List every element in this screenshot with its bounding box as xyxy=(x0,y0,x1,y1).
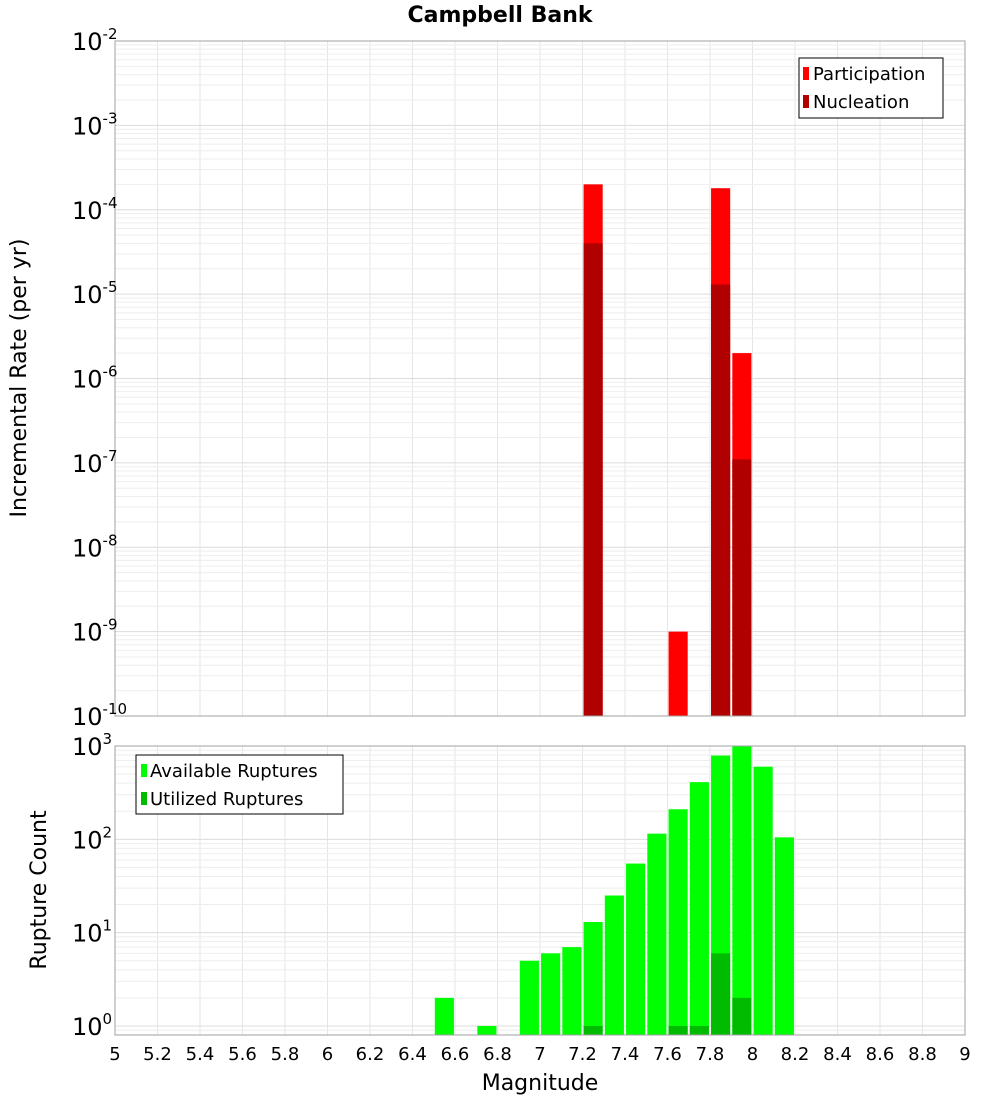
count-legend: Available Ruptures Utilized Ruptures xyxy=(135,754,344,815)
x-tick-label: 6.2 xyxy=(356,1044,385,1065)
nucleation-bar xyxy=(732,459,752,716)
y-tick-label: 10-6 xyxy=(72,363,118,394)
rate-y-ticks: 10-2 10-3 10-4 10-5 10-6 10-7 10-8 10-9 10-10 xyxy=(72,25,127,731)
rupture-count-plot: 103 102 101 100 5 5.2 5.4 5.6 5.8 6 6.2 6.4 6.6 6.8 7… xyxy=(27,730,971,1096)
count-plot-border xyxy=(114,745,966,1036)
count-legend-box xyxy=(135,754,344,815)
legend-swatch-participation xyxy=(803,67,809,80)
available-ruptures-bar xyxy=(604,895,624,1035)
legend-swatch-utilized xyxy=(141,792,147,805)
x-tick-label: 7 xyxy=(534,1044,545,1065)
utilized-ruptures-bar xyxy=(711,953,731,1035)
available-ruptures-bar xyxy=(519,960,539,1035)
available-ruptures-bar xyxy=(434,997,454,1035)
y-tick-label: 10-10 xyxy=(72,700,127,731)
x-tick-label: 6 xyxy=(322,1044,333,1065)
available-ruptures-bar xyxy=(647,833,667,1035)
legend-label-participation: Participation xyxy=(813,64,925,85)
rate-y-axis-label: Incremental Rate (per yr) xyxy=(7,239,32,518)
x-tick-label: 6.4 xyxy=(398,1044,427,1065)
available-ruptures-bar xyxy=(562,947,582,1035)
x-tick-label: 9 xyxy=(959,1044,970,1065)
legend-label-utilized: Utilized Ruptures xyxy=(150,789,303,810)
y-tick-label: 10-4 xyxy=(72,194,118,225)
available-ruptures-bar xyxy=(583,922,603,1035)
count-bars xyxy=(434,746,794,1035)
legend-swatch-nucleation xyxy=(803,95,809,108)
x-tick-label: 7.2 xyxy=(568,1044,597,1065)
x-tick-labels: 5 5.2 5.4 5.6 5.8 6 6.2 6.4 6.6 6.8 7 7.2 7.4 7.6 7.8 8… xyxy=(109,1044,970,1065)
rate-gridlines xyxy=(114,40,966,717)
y-tick-label: 10-2 xyxy=(72,25,118,56)
available-ruptures-bar xyxy=(626,863,646,1035)
x-tick-label: 5.8 xyxy=(271,1044,300,1065)
x-tick-label: 8.2 xyxy=(781,1044,810,1065)
y-tick-label: 10-8 xyxy=(72,531,118,562)
utilized-ruptures-bar xyxy=(668,1025,688,1035)
y-tick-label: 10-5 xyxy=(72,278,118,309)
x-tick-label: 8 xyxy=(747,1044,758,1065)
available-ruptures-bar xyxy=(668,809,688,1035)
y-tick-label: 10-3 xyxy=(72,109,118,140)
nucleation-bar xyxy=(711,284,731,716)
legend-label-nucleation: Nucleation xyxy=(813,92,909,113)
participation-bar xyxy=(668,631,688,716)
legend-swatch-available xyxy=(141,764,147,777)
y-tick-label: 101 xyxy=(72,917,112,948)
x-tick-label: 5.2 xyxy=(143,1044,172,1065)
x-tick-label: 7.8 xyxy=(696,1044,725,1065)
rate-plot-border xyxy=(114,40,966,717)
available-ruptures-bar xyxy=(689,782,709,1035)
x-tick-label: 6.8 xyxy=(483,1044,512,1065)
x-tick-label: 5 xyxy=(109,1044,120,1065)
utilized-ruptures-bar xyxy=(583,1025,603,1035)
x-tick-label: 5.4 xyxy=(186,1044,215,1065)
utilized-ruptures-bar xyxy=(732,997,752,1035)
legend-label-available: Available Ruptures xyxy=(150,761,318,782)
rate-bars xyxy=(583,184,752,717)
y-tick-label: 100 xyxy=(72,1010,112,1041)
count-y-ticks: 103 102 101 100 xyxy=(72,730,112,1041)
available-ruptures-bar xyxy=(732,746,752,1035)
rate-legend: Participation Nucleation xyxy=(798,57,944,119)
utilized-ruptures-bar xyxy=(689,1025,709,1035)
available-ruptures-bar xyxy=(541,953,561,1035)
x-tick-label: 8.4 xyxy=(823,1044,852,1065)
y-tick-label: 10-9 xyxy=(72,616,118,647)
y-tick-label: 103 xyxy=(72,730,112,761)
available-ruptures-bar xyxy=(477,1025,497,1035)
y-tick-label: 102 xyxy=(72,823,112,854)
y-tick-label: 10-7 xyxy=(72,447,118,478)
x-tick-label: 8.8 xyxy=(908,1044,937,1065)
x-tick-label: 5.6 xyxy=(228,1044,257,1065)
available-ruptures-bar xyxy=(753,766,773,1035)
available-ruptures-bar xyxy=(774,837,794,1035)
x-tick-label: 7.4 xyxy=(611,1044,640,1065)
x-tick-label: 8.6 xyxy=(866,1044,895,1065)
rate-legend-box xyxy=(798,57,944,119)
nucleation-bar xyxy=(583,243,603,717)
rate-plot: 10-2 10-3 10-4 10-5 10-6 10-7 10-8 10-9 10-10 In… xyxy=(7,25,966,731)
count-y-axis-label: Rupture Count xyxy=(27,810,52,970)
x-axis-label: Magnitude xyxy=(482,1071,599,1096)
x-tick-label: 7.6 xyxy=(653,1044,682,1065)
x-tick-label: 6.6 xyxy=(441,1044,470,1065)
chart-title: Campbell Bank xyxy=(408,3,594,28)
